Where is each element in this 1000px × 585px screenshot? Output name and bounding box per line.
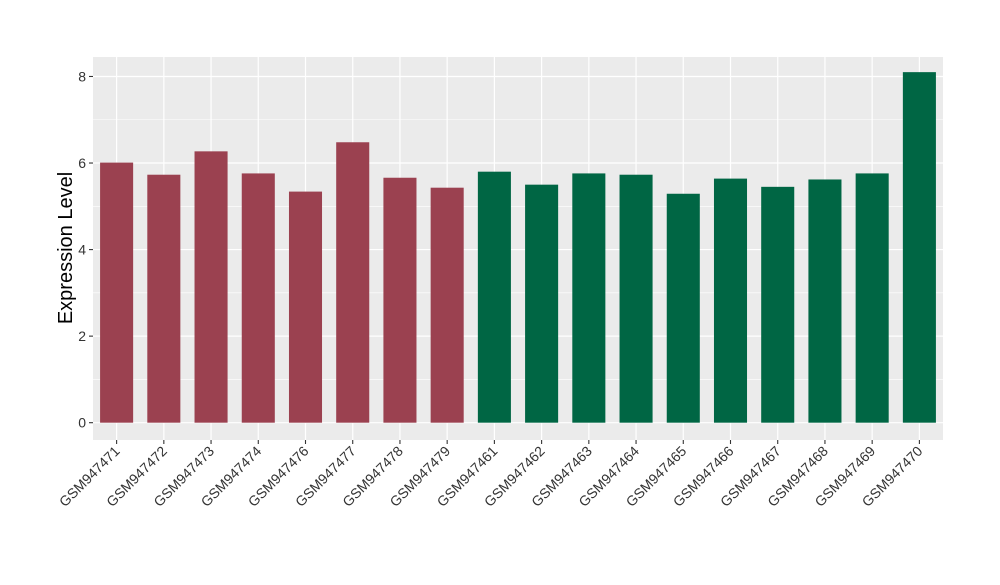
bar-GSM947476 (288, 191, 323, 423)
bar-GSM947463 (572, 173, 606, 423)
bar-GSM947461 (477, 171, 511, 423)
bar-GSM947479 (430, 187, 464, 423)
y-axis-label: Expression Level (55, 172, 77, 324)
bar-GSM947470 (902, 72, 936, 423)
bar-GSM947469 (855, 173, 889, 423)
bar-GSM947465 (666, 193, 700, 423)
y-tick-label: 4 (78, 242, 86, 258)
bar-GSM947462 (525, 184, 559, 423)
bar-GSM947477 (336, 142, 370, 423)
bars (100, 72, 936, 423)
x-axis: GSM947471GSM947472GSM947473GSM947474GSM9… (56, 440, 926, 510)
bar-GSM947468 (808, 179, 842, 423)
y-axis: 0 2 4 6 8 (78, 68, 93, 431)
bar-GSM947464 (619, 174, 653, 423)
bar-GSM947472 (147, 174, 181, 423)
bar-GSM947473 (194, 151, 228, 423)
plot-panel (93, 57, 943, 440)
y-tick-label: 6 (78, 155, 86, 171)
bar-GSM947467 (761, 186, 795, 423)
bar-GSM947474 (241, 173, 275, 423)
y-tick-label: 0 (78, 415, 86, 431)
y-tick-label: 8 (78, 68, 86, 84)
bar-GSM947471 (100, 162, 134, 423)
bar-GSM947466 (713, 178, 748, 423)
y-tick-label: 2 (78, 328, 86, 344)
bar-GSM947478 (383, 177, 417, 423)
